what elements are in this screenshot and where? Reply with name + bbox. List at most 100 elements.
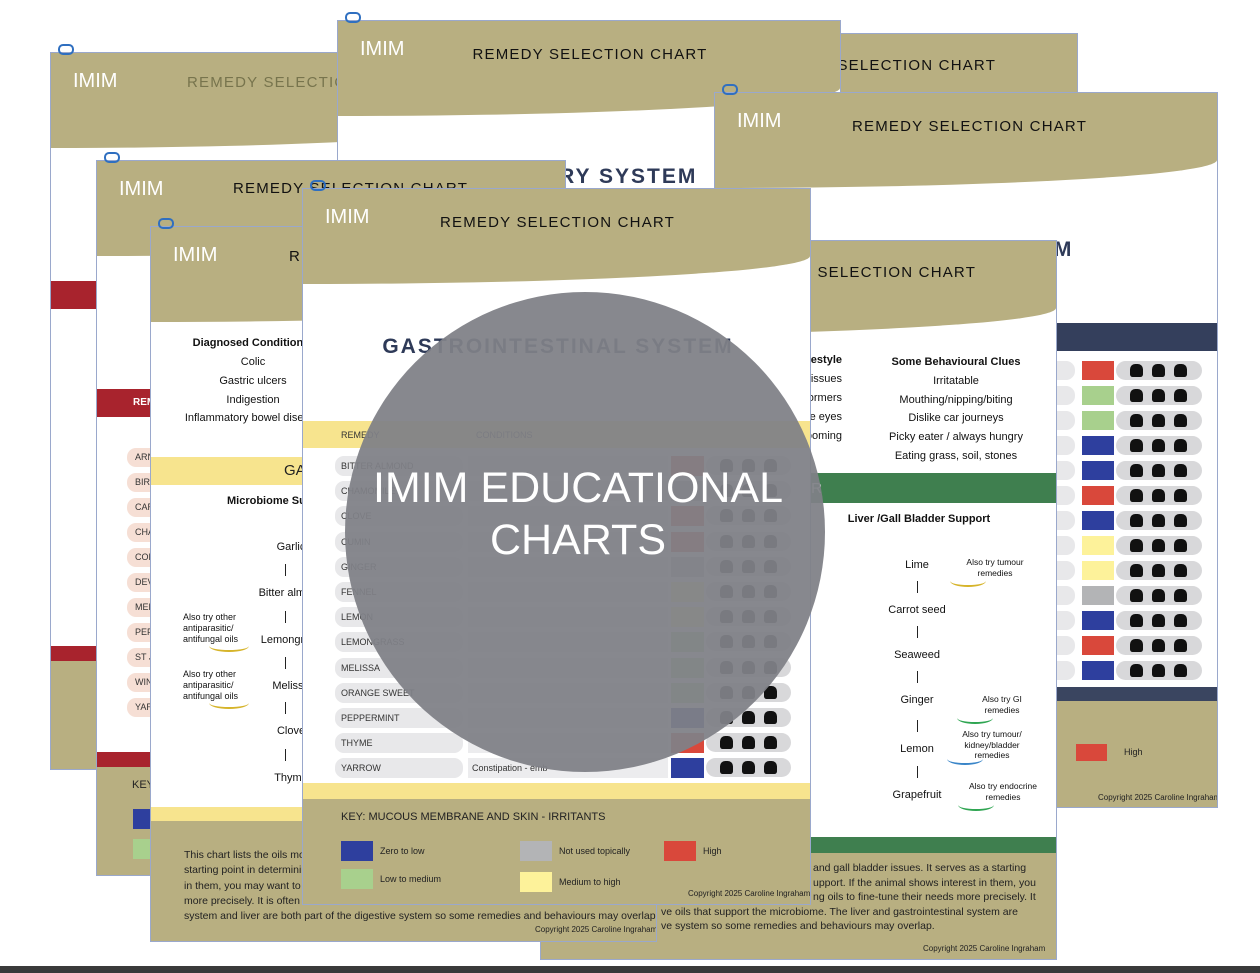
animal-icons (1116, 386, 1202, 405)
animal-icon (1152, 614, 1165, 627)
support-title: Microbiome Support (227, 495, 334, 507)
rating-swatch (1082, 361, 1114, 380)
rating-swatch (1082, 436, 1114, 455)
lifestyle-item: Wormers (797, 392, 842, 404)
column-title: Diagnosed Conditions (192, 337, 310, 349)
oil-name: Carrot seed (888, 604, 946, 616)
note: Also try other antiparasitic/ antifungal… (183, 612, 239, 644)
note-arrow (950, 575, 986, 587)
animal-icon (742, 711, 755, 724)
oil-name: Melissa (272, 680, 310, 692)
lifestyle-item: Skin issues (786, 373, 842, 385)
rating-swatch (671, 758, 704, 779)
pipe (285, 749, 286, 761)
remedy-name: LEMON (341, 612, 374, 623)
animal-icon (1174, 589, 1187, 602)
animal-icon (1174, 364, 1187, 377)
animal-icon (1152, 464, 1165, 477)
animal-icon (1174, 539, 1187, 552)
link-icon (310, 180, 326, 191)
animal-icons (706, 733, 791, 753)
animal-icon (1130, 589, 1143, 602)
link-icon (158, 218, 174, 229)
brand: IMIM (73, 70, 118, 92)
note-arrow (957, 712, 993, 724)
pipe (917, 671, 918, 683)
brand: IMIM (173, 244, 218, 266)
brand: IMIM (360, 38, 405, 60)
yellow-band (303, 783, 810, 799)
condition-item: Inflammatory bowel disease (184, 412, 322, 425)
animal-icon (1130, 514, 1143, 527)
animal-icon (1130, 389, 1143, 402)
rating-swatch (1082, 411, 1114, 430)
paragraph-line: in them, you may want to e (184, 879, 310, 892)
paragraph-line: and gall bladder issues. It serves as a … (813, 862, 1027, 874)
paragraph-line: ve oils that support the microbiome. The… (661, 905, 1018, 918)
remedy-name: MELISSA (341, 662, 381, 673)
overlay-title: CHARTS (489, 516, 666, 564)
remedy-name: THYME (341, 738, 373, 749)
animal-icons (1116, 361, 1202, 380)
card-header (715, 93, 1217, 188)
rating-swatch (1082, 486, 1114, 505)
key-label: Not used topically (559, 846, 631, 856)
note: Also try tumour remedies (966, 557, 1024, 578)
bottom-bar (0, 966, 1260, 973)
animal-icon (1152, 589, 1165, 602)
note-arrow (947, 753, 983, 765)
key-title: KEY: MUCOUS MEMBRANE AND SKIN - IRRITANT… (341, 811, 606, 823)
animal-icon (1152, 639, 1165, 652)
behaviour-item: Dislike car journeys (908, 412, 1004, 425)
rating-swatch (1082, 611, 1114, 630)
oil-name: Garlic (276, 541, 306, 553)
animal-icon (1130, 414, 1143, 427)
key-swatch (341, 869, 373, 889)
animal-icon (1174, 439, 1187, 452)
animal-icons (1116, 411, 1202, 430)
animal-icon (1130, 464, 1143, 477)
key-swatch (520, 872, 552, 892)
link-icon (345, 12, 361, 23)
rating-swatch (1082, 511, 1114, 530)
animal-icon (1174, 514, 1187, 527)
animal-icons (1116, 536, 1202, 555)
brand: IMIM (325, 206, 370, 228)
behaviour-item: Eating grass, soil, stones (894, 449, 1018, 462)
oil-name: Thyme (274, 772, 308, 784)
remedy-name: YARROW (341, 763, 381, 774)
animal-icons (1116, 611, 1202, 630)
animal-icon (1174, 464, 1187, 477)
copyright: Copyright 2025 Caroline Ingraham (1098, 793, 1218, 802)
animal-icon (1152, 564, 1165, 577)
animal-icons (1116, 461, 1202, 480)
animal-icon (720, 761, 733, 775)
pipe (285, 611, 286, 623)
animal-icons (1116, 436, 1202, 455)
behaviour-item: Mouthing/nipping/biting (899, 393, 1013, 406)
pipe (917, 720, 918, 732)
remedy-pill: YARROW (335, 758, 463, 779)
link-icon (722, 84, 738, 95)
pipe (285, 564, 286, 576)
chart-heading: REMEDY SELECTION CHART (852, 118, 1088, 135)
animal-icon (1152, 489, 1165, 502)
note-arrow (209, 697, 249, 709)
column-title: Some Behavioural Clues (891, 356, 1021, 368)
animal-icon (1130, 614, 1143, 627)
key-swatch (520, 841, 552, 861)
rating-swatch (1082, 536, 1114, 555)
copyright: Copyright 2025 Caroline Ingraham (923, 944, 1046, 953)
paragraph-line: ng oils to fine-tune their needs more pr… (813, 891, 1036, 903)
oil-name: Lemon (900, 743, 934, 755)
oil-name: Bitter almond (258, 587, 324, 599)
pipe (917, 626, 918, 638)
rating-swatch (1082, 661, 1114, 680)
key-label: High (1124, 747, 1143, 757)
chart-heading: REMEDY SELECTION CHART (472, 46, 708, 63)
behaviour-item: Picky eater / always hungry (889, 431, 1023, 444)
rating-swatch (1082, 461, 1114, 480)
key-swatch (1076, 744, 1107, 761)
oil-name: Grapefruit (892, 789, 942, 801)
